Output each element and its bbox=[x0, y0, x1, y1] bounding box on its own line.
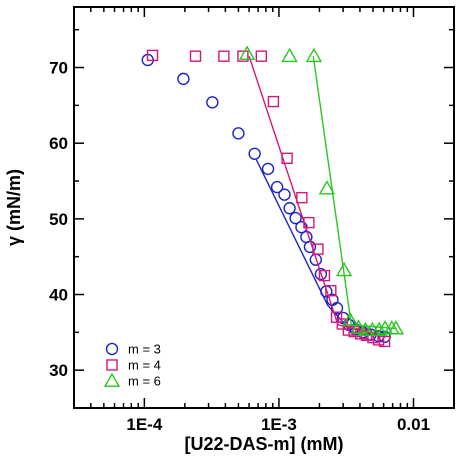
data-point bbox=[318, 180, 336, 195]
y-tick-label: 50 bbox=[49, 210, 68, 229]
data-point bbox=[238, 45, 256, 60]
fit-line bbox=[248, 55, 386, 338]
data-point bbox=[206, 96, 219, 109]
data-point bbox=[314, 267, 328, 281]
y-tick-label: 70 bbox=[49, 59, 68, 78]
legend-label: m = 4 bbox=[128, 357, 161, 372]
data-point bbox=[325, 285, 337, 297]
data-point bbox=[336, 318, 349, 330]
series-3 bbox=[238, 45, 405, 337]
data-point bbox=[330, 301, 344, 315]
data-point bbox=[387, 320, 405, 335]
data-point bbox=[378, 335, 391, 348]
data-point bbox=[350, 319, 367, 334]
data-point bbox=[341, 311, 359, 327]
x-tick-label: 0.01 bbox=[397, 415, 430, 434]
data-point bbox=[283, 202, 296, 215]
data-point bbox=[312, 243, 324, 255]
data-point bbox=[237, 50, 249, 62]
data-point bbox=[232, 127, 245, 140]
data-point bbox=[267, 95, 280, 108]
plot-area: 1E-4 1E-3 0.01 30 40 50 60 70 [U22-DAS-m] (mM) γ … bbox=[4, 6, 455, 454]
data-point bbox=[330, 311, 343, 323]
data-point bbox=[177, 72, 190, 86]
data-point bbox=[146, 49, 159, 62]
x-tick-label: 1E-3 bbox=[261, 415, 297, 434]
series-1 bbox=[141, 53, 391, 344]
x-axis-title: [U22-DAS-m] (mM) bbox=[185, 434, 344, 454]
data-point bbox=[248, 147, 261, 160]
legend-marker bbox=[105, 342, 119, 356]
y-axis-title: γ (mN/m) bbox=[4, 169, 24, 246]
data-point bbox=[335, 261, 353, 277]
y-tick-label: 60 bbox=[49, 134, 68, 153]
data-point bbox=[318, 269, 331, 282]
data-point bbox=[348, 325, 360, 338]
data-point bbox=[289, 211, 302, 225]
data-point bbox=[305, 47, 323, 63]
y-tick-label: 30 bbox=[49, 361, 68, 380]
data-point bbox=[189, 50, 202, 62]
data-point bbox=[296, 191, 308, 204]
data-point bbox=[303, 216, 315, 229]
data-point bbox=[281, 47, 298, 63]
legend-label: m = 3 bbox=[128, 341, 161, 356]
legend-marker bbox=[103, 372, 121, 387]
data-point bbox=[255, 50, 268, 62]
data-point bbox=[218, 50, 230, 62]
data-point bbox=[261, 162, 275, 176]
fit-line bbox=[255, 159, 386, 337]
data-point bbox=[270, 180, 284, 194]
data-point bbox=[281, 152, 293, 165]
data-point bbox=[278, 188, 291, 201]
plot-frame bbox=[73, 6, 455, 409]
legend-marker bbox=[106, 359, 118, 371]
legend-label: m = 6 bbox=[128, 373, 161, 388]
data-point bbox=[370, 321, 388, 337]
series-2 bbox=[146, 49, 391, 348]
y-tick-label: 40 bbox=[49, 286, 68, 305]
x-tick-label: 1E-4 bbox=[126, 415, 162, 434]
legend: m = 3m = 4m = 6 bbox=[103, 341, 161, 388]
